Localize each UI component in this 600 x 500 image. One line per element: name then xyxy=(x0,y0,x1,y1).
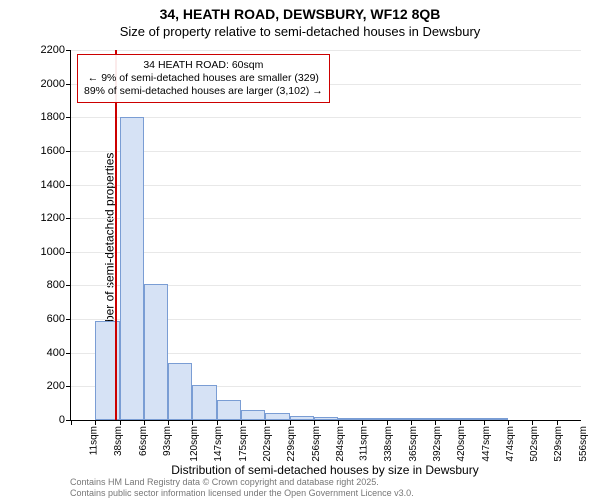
xtick-label: 93sqm xyxy=(162,426,173,456)
ytick-label: 200 xyxy=(47,380,71,392)
histogram-bar xyxy=(144,284,168,420)
xtick-mark xyxy=(120,420,121,425)
ytick-label: 0 xyxy=(59,414,71,426)
xtick-label: 447sqm xyxy=(480,426,491,462)
xtick-mark xyxy=(217,420,218,425)
xtick-label: 147sqm xyxy=(213,426,224,462)
histogram-bar xyxy=(484,418,508,420)
ytick-label: 2000 xyxy=(41,78,71,90)
histogram-bar xyxy=(241,410,265,420)
xtick-mark xyxy=(168,420,169,425)
xtick-mark xyxy=(362,420,363,425)
histogram-bar xyxy=(168,363,192,420)
xtick-mark xyxy=(508,420,509,425)
ytick-label: 1800 xyxy=(41,111,71,123)
xtick-label: 120sqm xyxy=(189,426,200,462)
xtick-label: 338sqm xyxy=(383,426,394,462)
xtick-mark xyxy=(95,420,96,425)
gridline xyxy=(71,252,581,253)
ytick-label: 1600 xyxy=(41,145,71,157)
xtick-mark xyxy=(411,420,412,425)
xtick-mark xyxy=(387,420,388,425)
attribution-footer: Contains HM Land Registry data © Crown c… xyxy=(70,477,414,498)
xtick-mark xyxy=(290,420,291,425)
ytick-label: 1000 xyxy=(41,246,71,258)
xtick-mark xyxy=(314,420,315,425)
histogram-bar xyxy=(217,400,241,420)
gridline xyxy=(71,151,581,152)
histogram-bar xyxy=(460,418,484,420)
x-axis-label: Distribution of semi-detached houses by … xyxy=(70,463,580,477)
histogram-bar xyxy=(387,418,411,420)
histogram-chart: 0200400600800100012001400160018002000220… xyxy=(70,50,581,421)
xtick-label: 311sqm xyxy=(359,426,370,461)
histogram-bar xyxy=(265,413,289,420)
xtick-mark xyxy=(71,420,72,425)
xtick-mark xyxy=(435,420,436,425)
page-subtitle: Size of property relative to semi-detach… xyxy=(0,24,600,39)
ytick-label: 1400 xyxy=(41,179,71,191)
xtick-label: 392sqm xyxy=(432,426,443,462)
xtick-mark xyxy=(460,420,461,425)
xtick-label: 38sqm xyxy=(113,426,124,456)
ytick-label: 2200 xyxy=(41,44,71,56)
histogram-bar xyxy=(192,385,216,420)
xtick-label: 420sqm xyxy=(456,426,467,462)
xtick-mark xyxy=(265,420,266,425)
xtick-mark xyxy=(338,420,339,425)
xtick-label: 11sqm xyxy=(89,426,100,455)
annotation-line: 34 HEATH ROAD: 60sqm xyxy=(84,59,323,72)
xtick-label: 229sqm xyxy=(286,426,297,462)
xtick-label: 175sqm xyxy=(237,426,248,462)
xtick-label: 502sqm xyxy=(529,426,540,462)
xtick-mark xyxy=(532,420,533,425)
ytick-label: 800 xyxy=(47,279,71,291)
gridline xyxy=(71,185,581,186)
xtick-label: 284sqm xyxy=(335,426,346,462)
annotation-box: 34 HEATH ROAD: 60sqm← 9% of semi-detache… xyxy=(77,54,330,103)
xtick-label: 256sqm xyxy=(310,426,321,462)
gridline xyxy=(71,117,581,118)
xtick-label: 529sqm xyxy=(553,426,564,462)
histogram-bar xyxy=(362,418,386,420)
annotation-line: ← 9% of semi-detached houses are smaller… xyxy=(84,72,323,85)
ytick-label: 400 xyxy=(47,347,71,359)
footer-line-1: Contains HM Land Registry data © Crown c… xyxy=(70,477,414,487)
histogram-bar xyxy=(120,117,144,420)
property-marker-line xyxy=(115,50,117,420)
xtick-label: 556sqm xyxy=(577,426,588,462)
xtick-label: 365sqm xyxy=(407,426,418,462)
ytick-label: 600 xyxy=(47,313,71,325)
xtick-mark xyxy=(557,420,558,425)
histogram-bar xyxy=(338,418,362,420)
page-title: 34, HEATH ROAD, DEWSBURY, WF12 8QB xyxy=(0,6,600,22)
histogram-bar xyxy=(290,416,314,420)
xtick-mark xyxy=(241,420,242,425)
histogram-bar xyxy=(411,418,435,420)
footer-line-2: Contains public sector information licen… xyxy=(70,488,414,498)
annotation-line: 89% of semi-detached houses are larger (… xyxy=(84,85,323,98)
gridline xyxy=(71,50,581,51)
xtick-mark xyxy=(144,420,145,425)
gridline xyxy=(71,218,581,219)
histogram-bar xyxy=(314,417,338,420)
histogram-bar xyxy=(435,418,459,420)
xtick-mark xyxy=(484,420,485,425)
xtick-mark xyxy=(192,420,193,425)
xtick-label: 474sqm xyxy=(505,426,516,462)
ytick-label: 1200 xyxy=(41,212,71,224)
xtick-label: 66sqm xyxy=(138,426,149,456)
xtick-label: 202sqm xyxy=(262,426,273,462)
